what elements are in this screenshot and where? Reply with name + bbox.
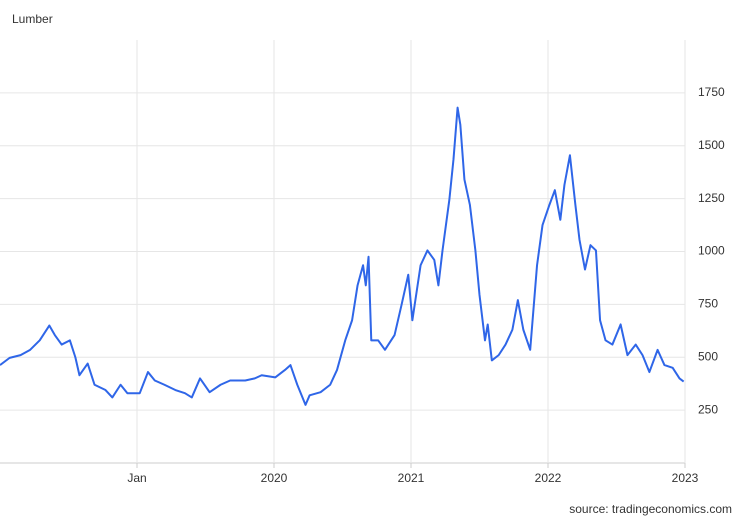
y-tick-label: 1250	[698, 191, 725, 205]
x-tick-label: 2021	[398, 471, 425, 485]
x-tick-label: Jan	[127, 471, 146, 485]
y-tick-label: 500	[698, 349, 718, 363]
y-tick-label: 1500	[698, 138, 725, 152]
y-tick-label: 1750	[698, 85, 725, 99]
y-tick-label: 250	[698, 402, 718, 416]
y-tick-label: 1000	[698, 244, 725, 258]
y-tick-label: 750	[698, 297, 718, 311]
price-line	[0, 106, 685, 406]
x-tick-label: 2020	[261, 471, 288, 485]
source-note: source: tradingeconomics.com	[569, 502, 732, 516]
x-tick-label: 2022	[535, 471, 562, 485]
x-tick-label: 2023	[672, 471, 699, 485]
chart-title: Lumber	[12, 12, 53, 26]
